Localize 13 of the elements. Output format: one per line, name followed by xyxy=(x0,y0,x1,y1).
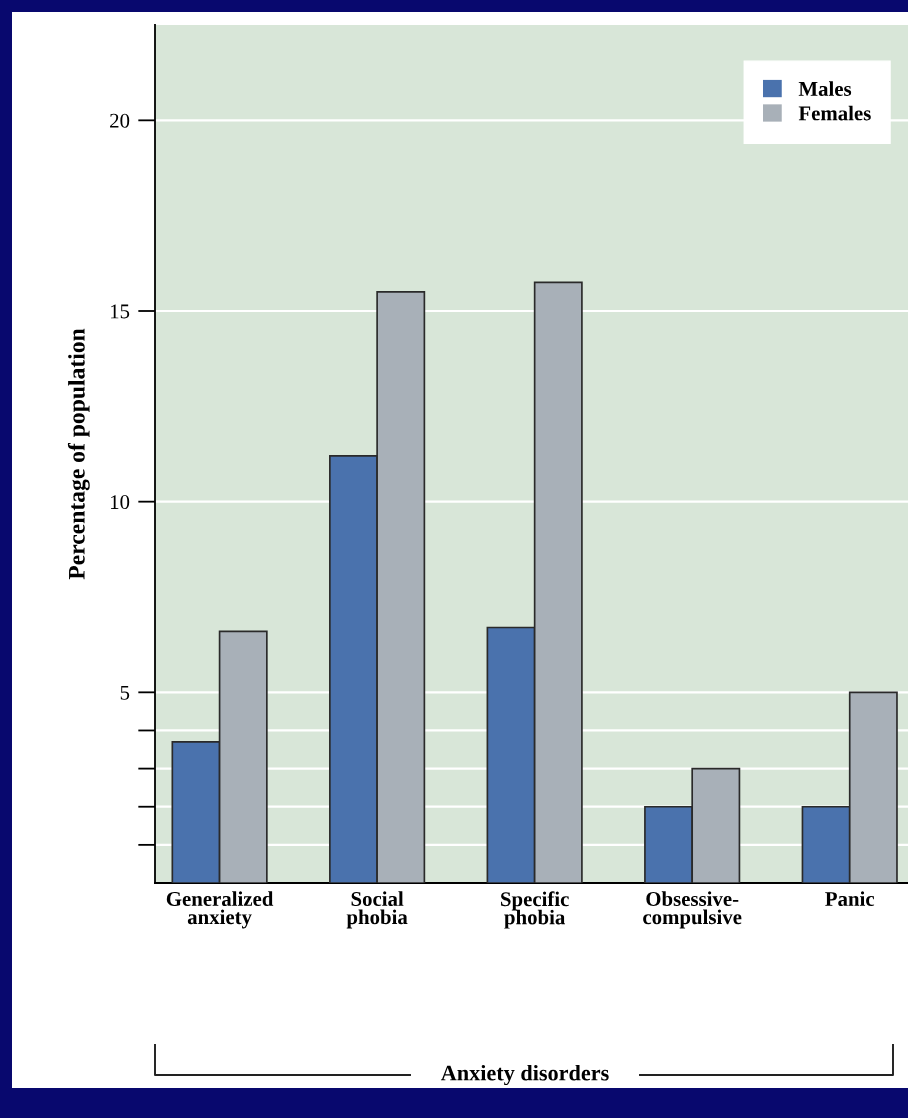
y-tick-label: 20 xyxy=(110,113,130,128)
x-tick-label: Generalized anxiety xyxy=(166,891,274,929)
x-tick-label: Social phobia xyxy=(346,891,408,929)
y-tick-label: 5 xyxy=(120,685,130,700)
y-axis-title: Percentage of population xyxy=(67,328,90,580)
text: Anxiety disorders xyxy=(440,1064,609,1086)
y-tick-label: 10 xyxy=(111,495,130,510)
legend-label: Males xyxy=(798,81,852,96)
y-tick-label: 15 xyxy=(111,304,130,319)
x-tick-label: Obsessive- compulsive xyxy=(643,891,742,929)
x-tick-label: Panic xyxy=(825,891,875,906)
x-tick-label: Specific phobia xyxy=(501,891,569,929)
legend-label: Females xyxy=(798,105,871,121)
